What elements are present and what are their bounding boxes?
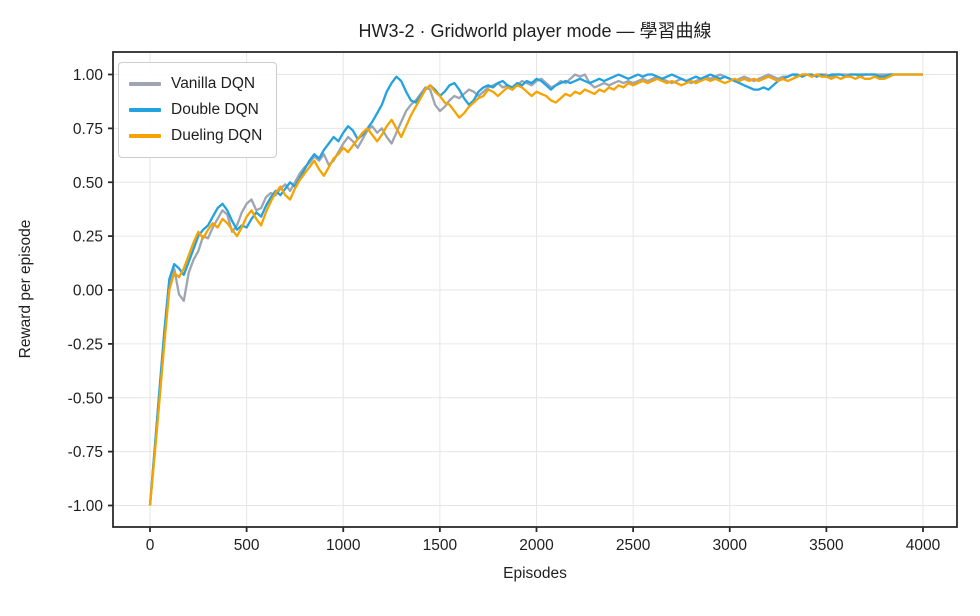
- y-tick-label: 0.75: [73, 121, 103, 138]
- series-line-dueling-dqn: [148, 73, 923, 506]
- x-tick-label: 3500: [809, 537, 844, 554]
- legend: Vanilla DQN Double DQN Dueling DQN: [118, 62, 278, 158]
- legend-label: Vanilla DQN: [171, 75, 256, 92]
- x-tick-label: 0: [146, 537, 155, 554]
- legend-line-swatch: [129, 82, 161, 86]
- legend-label: Dueling DQN: [171, 127, 263, 144]
- x-tick-label: 3000: [713, 537, 748, 554]
- y-tick-label: 1.00: [73, 67, 104, 84]
- x-tick-label: 1500: [423, 537, 458, 554]
- legend-line-swatch: [129, 108, 161, 112]
- legend-row: Vanilla DQN: [129, 71, 262, 97]
- x-tick-label: 2500: [616, 537, 651, 554]
- y-tick-label: 0.50: [73, 175, 104, 192]
- series-line-double-dqn: [148, 73, 923, 506]
- legend-row: Double DQN: [129, 97, 262, 123]
- legend-label: Double DQN: [171, 101, 259, 118]
- x-axis-label: Episodes: [503, 565, 567, 582]
- y-tick-label: -0.25: [68, 336, 103, 353]
- y-axis-label: Reward per episode: [17, 219, 34, 359]
- y-tick-label: -0.75: [68, 444, 103, 461]
- legend-row: Dueling DQN: [129, 123, 262, 149]
- y-tick-label: -1.00: [68, 498, 104, 515]
- y-tick-label: -0.50: [68, 390, 104, 407]
- x-tick-label: 2000: [519, 537, 554, 554]
- chart-title: HW3-2 · Gridworld player mode — 學習曲線: [358, 21, 712, 41]
- x-tick-label: 500: [234, 537, 260, 554]
- y-tick-label: 0.00: [73, 283, 104, 300]
- y-tick-label: 0.25: [73, 229, 103, 246]
- x-tick-label: 1000: [326, 537, 361, 554]
- x-tick-label: 4000: [906, 537, 941, 554]
- legend-line-swatch: [129, 134, 161, 138]
